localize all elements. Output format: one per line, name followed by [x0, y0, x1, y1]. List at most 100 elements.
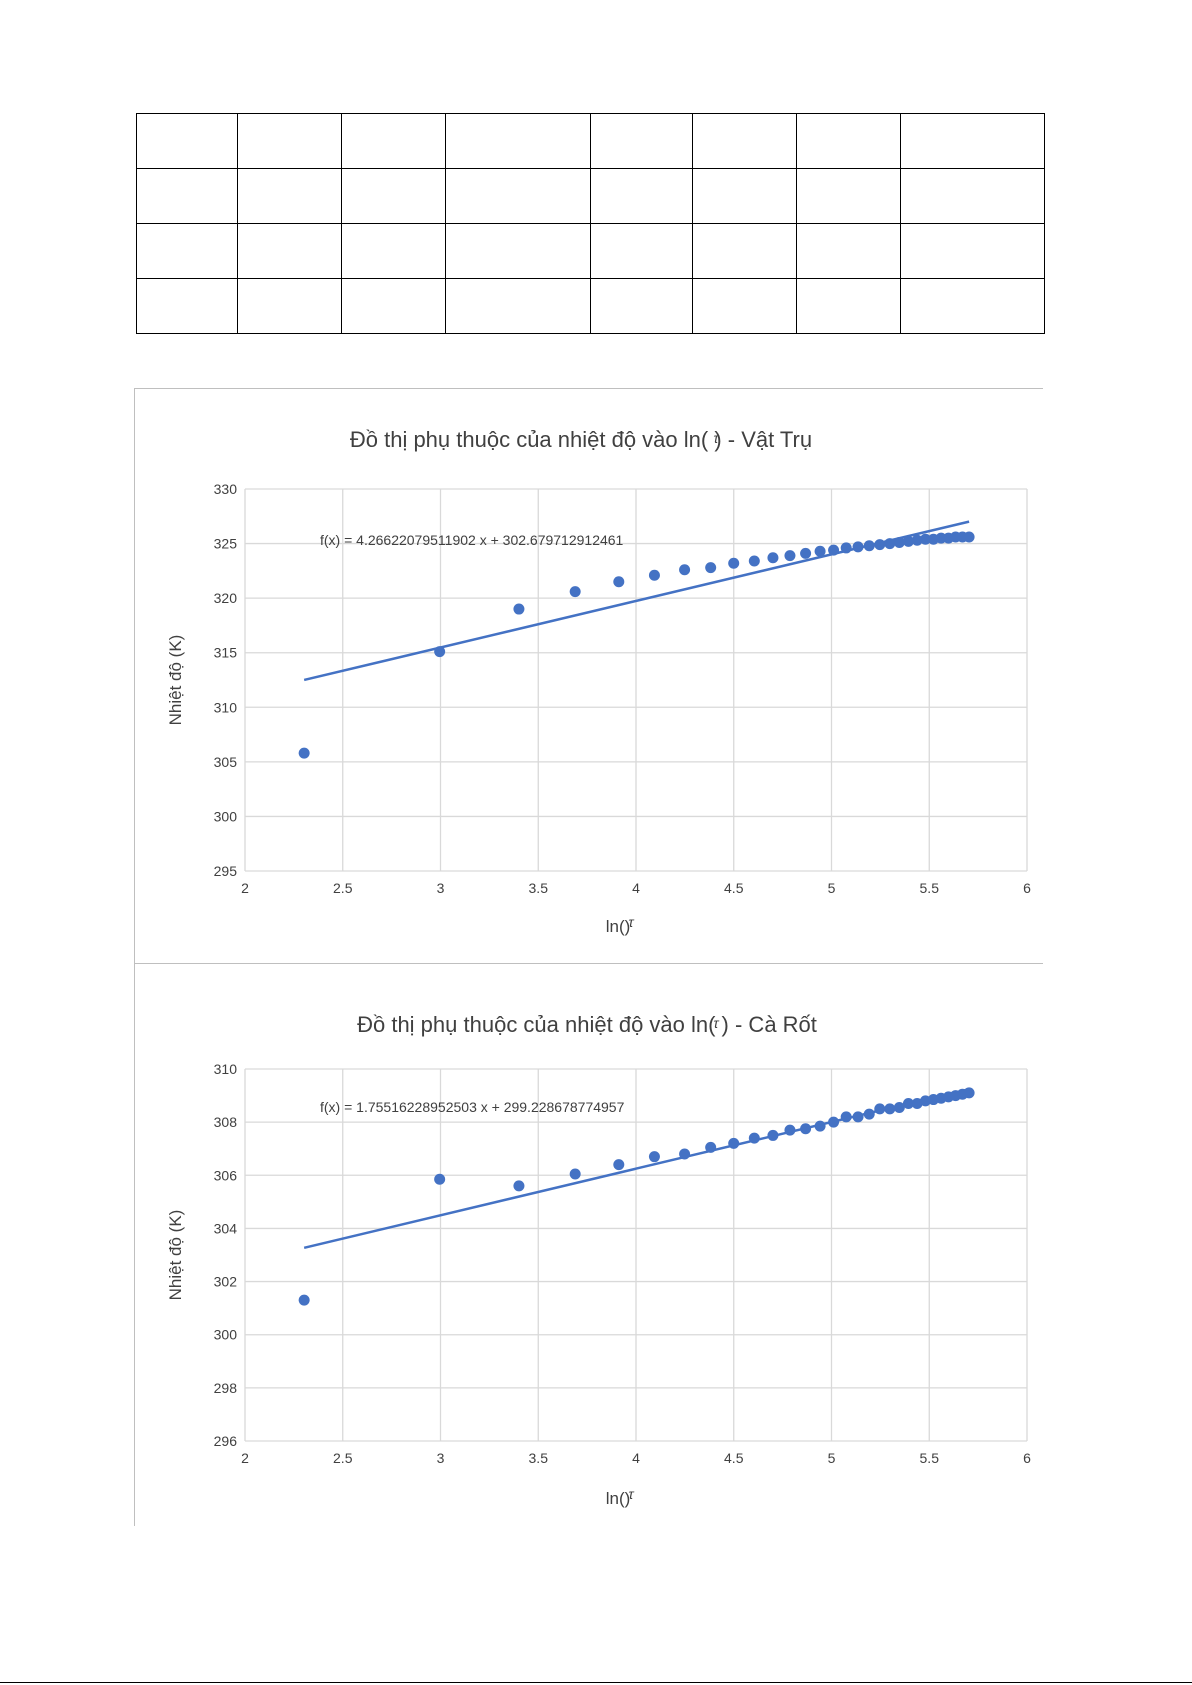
table-cell: [692, 168, 797, 224]
x-tick-label: 2: [241, 1450, 249, 1466]
y-tick-label: 330: [214, 481, 238, 497]
x-tick-label: 2: [241, 880, 249, 896]
x-tick-label: 6: [1023, 880, 1031, 896]
data-point: [963, 531, 975, 543]
data-point: [705, 1141, 717, 1153]
table-cell: [692, 223, 797, 279]
x-tick-label: 4: [632, 880, 640, 896]
title-tau-symbol: τ: [713, 430, 719, 446]
x-tick-label: 5.5: [920, 880, 940, 896]
data-point: [784, 1124, 796, 1136]
data-point: [852, 541, 864, 553]
data-point: [513, 603, 525, 615]
y-tick-label: 320: [214, 590, 238, 606]
table-cell: [796, 278, 901, 334]
table-cell: [796, 168, 901, 224]
data-point: [874, 1103, 886, 1115]
x-tick-label: 6: [1023, 1450, 1031, 1466]
data-point: [513, 1180, 525, 1192]
table-cell: [445, 168, 591, 224]
table-cell: [590, 113, 693, 169]
y-tick-label: 310: [214, 1061, 238, 1077]
chart-title: Đồ thị phụ thuộc của nhiệt độ vào ln( ) …: [350, 427, 812, 452]
x-axis-tau-symbol: τ: [628, 914, 634, 930]
y-tick-label: 300: [214, 1327, 238, 1343]
table-cell: [445, 223, 591, 279]
data-point: [863, 540, 875, 552]
x-tick-label: 2.5: [333, 880, 353, 896]
y-tick-label: 310: [214, 699, 238, 715]
chart-svg-vat-tru: Đồ thị phụ thuộc của nhiệt độ vào ln( ) …: [166, 427, 1031, 936]
trendline-equation-label: f(x) = 1.75516228952503 x + 299.22867877…: [320, 1099, 625, 1115]
table-cell: [692, 113, 797, 169]
table-cell: [237, 113, 342, 169]
y-tick-label: 325: [214, 536, 238, 552]
x-tick-label: 4.5: [724, 1450, 744, 1466]
x-tick-label: 5.5: [920, 1450, 940, 1466]
empty-data-table: [136, 113, 1045, 334]
data-point: [748, 1132, 760, 1144]
y-axis-label: Nhiệt độ (K): [166, 635, 185, 726]
x-tick-label: 4: [632, 1450, 640, 1466]
table-cell: [445, 113, 591, 169]
data-point: [884, 538, 896, 550]
table-cell: [341, 168, 446, 224]
table-cell: [900, 278, 1045, 334]
data-point: [569, 1168, 581, 1180]
data-point: [828, 544, 840, 556]
table-cell: [590, 223, 693, 279]
table-cell: [590, 168, 693, 224]
title-tau-symbol: τ: [713, 1015, 719, 1031]
table-cell: [341, 113, 446, 169]
data-point: [874, 539, 886, 551]
x-axis-label: ln(): [606, 1489, 631, 1508]
table-cell: [590, 278, 693, 334]
table-cell: [900, 168, 1045, 224]
y-tick-label: 298: [214, 1380, 238, 1396]
data-point: [784, 550, 796, 562]
data-point: [679, 1148, 691, 1160]
table-cell: [796, 223, 901, 279]
chart-panel-ca-rot: Đồ thị phụ thuộc của nhiệt độ vào ln( ) …: [134, 963, 1043, 1526]
data-point: [863, 1108, 875, 1120]
page-bottom-rule: [0, 1682, 1192, 1683]
data-point: [911, 534, 923, 546]
data-point: [767, 1129, 779, 1141]
data-point: [767, 552, 779, 564]
table-cell: [445, 278, 591, 334]
table-row: [136, 223, 1045, 279]
x-tick-label: 4.5: [724, 880, 744, 896]
data-point: [679, 564, 691, 576]
y-tick-label: 304: [214, 1220, 238, 1236]
table-cell: [796, 113, 901, 169]
table-cell: [341, 223, 446, 279]
data-point: [814, 1120, 826, 1132]
data-point: [434, 646, 446, 658]
data-point: [893, 1102, 905, 1114]
data-point: [902, 535, 914, 547]
y-axis-label: Nhiệt độ (K): [166, 1210, 185, 1301]
y-tick-label: 300: [214, 808, 238, 824]
table-row: [136, 113, 1045, 169]
data-point: [613, 576, 625, 588]
data-point: [902, 1098, 914, 1110]
data-point: [648, 1151, 660, 1163]
data-point: [814, 545, 826, 557]
data-point: [800, 1123, 812, 1135]
x-axis-label: ln(): [606, 917, 631, 936]
y-tick-label: 305: [214, 754, 238, 770]
y-tick-label: 306: [214, 1167, 238, 1183]
data-point: [613, 1159, 625, 1171]
table-cell: [900, 113, 1045, 169]
data-point: [840, 542, 852, 554]
data-point: [828, 1116, 840, 1128]
chart-svg-ca-rot: Đồ thị phụ thuộc của nhiệt độ vào ln( ) …: [166, 1012, 1031, 1508]
table-cell: [900, 223, 1045, 279]
x-tick-label: 3: [437, 880, 445, 896]
data-point: [569, 586, 581, 598]
x-tick-label: 2.5: [333, 1450, 353, 1466]
table-row: [136, 278, 1045, 334]
data-point: [728, 557, 740, 569]
data-point: [919, 533, 931, 545]
data-point: [648, 569, 660, 581]
